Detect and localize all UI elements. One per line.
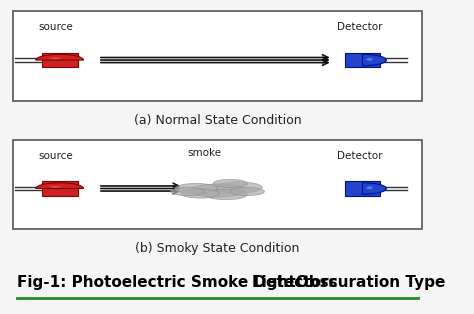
Polygon shape [42,181,78,196]
Text: source: source [38,151,73,161]
Wedge shape [49,57,62,59]
Circle shape [215,182,262,193]
Circle shape [190,184,245,197]
Wedge shape [36,183,83,188]
Circle shape [230,187,264,196]
Wedge shape [49,186,62,188]
Text: source: source [38,23,73,32]
Text: smoke: smoke [188,148,222,158]
Circle shape [171,187,205,196]
Circle shape [205,190,247,200]
Text: Detector: Detector [337,151,383,161]
Polygon shape [42,53,78,67]
Text: (a) Normal State Condition: (a) Normal State Condition [134,114,301,127]
Text: Fig-1: Photoelectric Smoke Detectors: Fig-1: Photoelectric Smoke Detectors [17,275,343,290]
Text: (b) Smoky State Condition: (b) Smoky State Condition [135,242,300,255]
Wedge shape [365,58,373,61]
Polygon shape [345,53,381,67]
FancyBboxPatch shape [13,140,422,229]
Text: Detector: Detector [337,23,383,32]
Wedge shape [363,183,386,194]
Wedge shape [365,186,373,189]
FancyBboxPatch shape [13,11,422,101]
Wedge shape [363,54,386,66]
Text: LightObscuration Type: LightObscuration Type [252,275,445,290]
Polygon shape [345,181,381,196]
Wedge shape [36,54,83,60]
Circle shape [175,183,218,194]
Circle shape [213,179,247,187]
Circle shape [181,189,219,198]
